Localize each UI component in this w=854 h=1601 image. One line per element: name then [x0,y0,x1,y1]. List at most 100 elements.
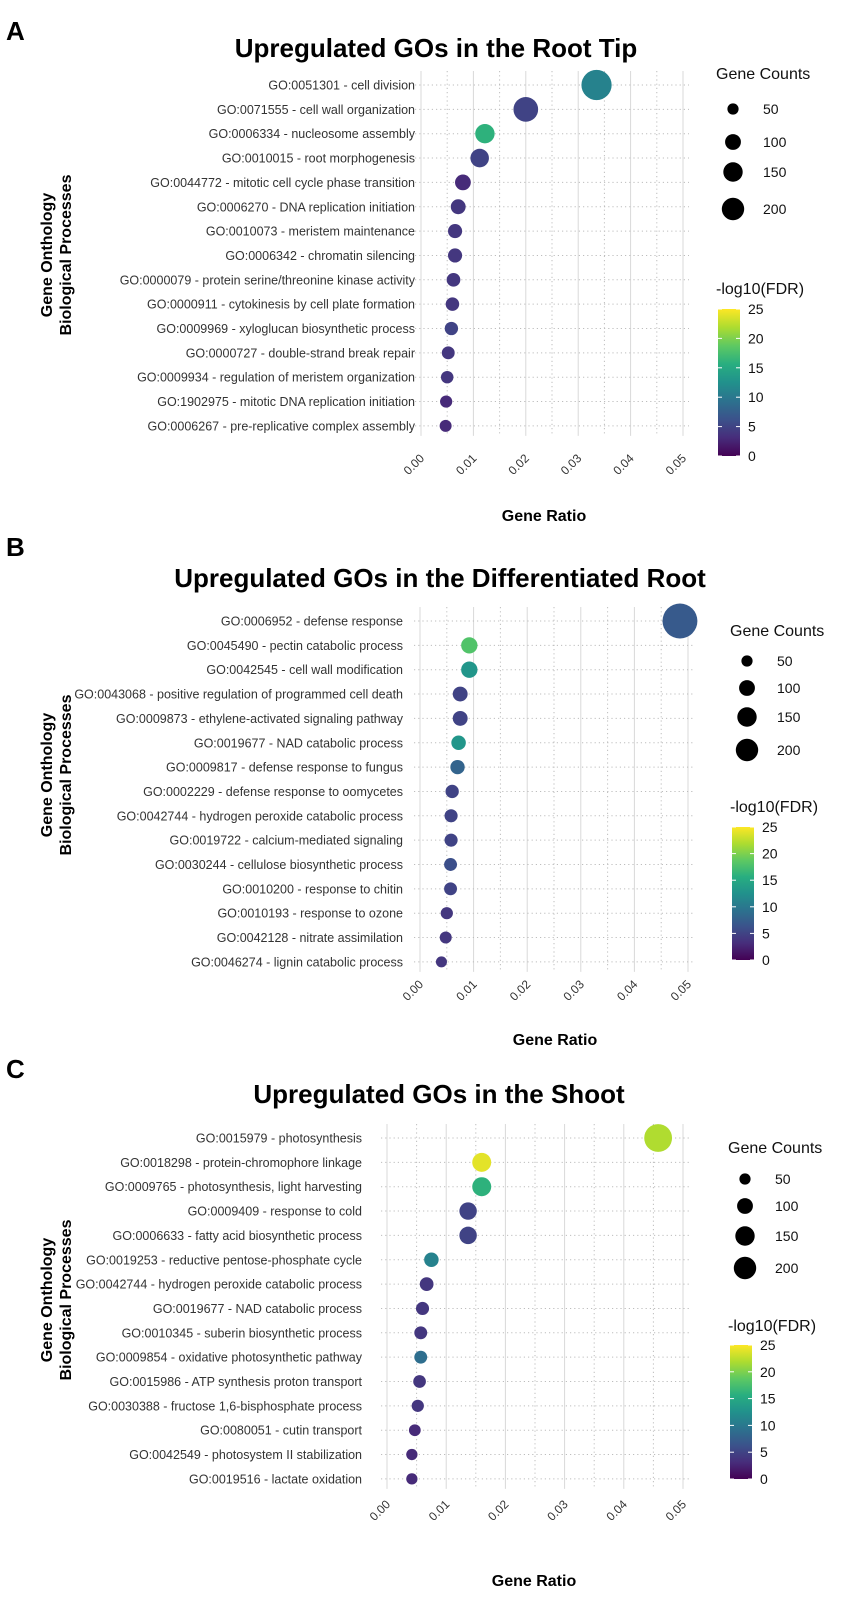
panel-label: B [6,532,25,562]
data-point [450,759,465,775]
y-tick-label: GO:0044772 - mitotic cell cycle phase tr… [150,176,415,190]
y-tick-label: GO:0010193 - response to ozone [217,907,403,921]
size-legend-key [739,680,755,696]
data-point [662,603,698,639]
size-legend-key [725,134,741,150]
y-tick-label: GO:0018298 - protein-chromophore linkage [120,1156,362,1170]
y-tick-label: GO:0042744 - hydrogen peroxide catabolic… [76,1278,362,1292]
y-tick-label: GO:0002229 - defense response to oomycet… [143,785,403,799]
panel-c: C Upregulated GOs in the Shoot GO:0015979 … [6,1054,822,1590]
color-bar-label: 5 [762,925,770,941]
size-legend-key [727,103,739,115]
color-bar-label: 15 [748,360,764,376]
x-tick-label: 0.00 [400,977,427,1004]
x-axis-title: Gene Ratio [502,508,587,525]
size-legend-label: 100 [777,680,801,696]
data-point [440,395,453,408]
data-point [451,735,466,750]
y-tick-label: GO:0010015 - root morphogenesis [222,152,415,166]
data-point [441,346,455,360]
y-tick-label: GO:0015979 - photosynthesis [196,1132,362,1146]
y-axis-title-line2: Biological Processes [58,174,75,335]
x-axis-title: Gene Ratio [492,1573,577,1590]
color-bar-label: 20 [762,846,778,862]
size-legend-label: 150 [763,164,787,180]
y-tick-label: GO:0046274 - lignin catabolic process [191,955,403,969]
y-tick-label: GO:0045490 - pectin catabolic process [187,639,403,653]
x-axis-title: Gene Ratio [513,1032,598,1049]
size-legend-key [735,738,759,762]
y-tick-label: GO:0009854 - oxidative photosynthetic pa… [96,1351,363,1365]
y-tick-label: GO:0019677 - NAD catabolic process [194,736,403,750]
y-axis-title-line2: Biological Processes [58,1219,75,1380]
x-tick-label: 0.05 [663,1497,690,1524]
size-legend: Gene Counts 50 100 150 200 [730,623,824,762]
y-tick-label: GO:0009409 - response to cold [188,1205,362,1219]
data-point [450,199,466,215]
color-bar-label: 25 [762,819,778,835]
y-tick-label: GO:0006633 - fatty acid biosynthetic pro… [113,1229,362,1243]
size-legend-title: Gene Counts [716,66,810,83]
data-point [406,1448,418,1461]
y-tick-label: GO:0000911 - cytokinesis by cell plate f… [147,298,415,312]
chart-title: Upregulated GOs in the Root Tip [235,33,638,63]
data-point [472,1152,492,1172]
color-bar [718,309,740,456]
size-legend-label: 100 [775,1198,799,1214]
x-tick-label: 0.03 [544,1497,571,1524]
size-legend-key [737,1198,753,1214]
color-bar-label: 0 [760,1471,768,1487]
data-point [445,784,459,799]
y-tick-label: GO:0010073 - meristem maintenance [206,225,415,239]
size-legend-label: 50 [775,1171,791,1187]
color-bar-label: 10 [762,899,778,915]
x-tick-label: 0.04 [614,977,641,1004]
color-bar-label: 15 [762,872,778,888]
x-tick-label: 0.02 [507,977,534,1004]
color-legend-title: -log10(FDR) [730,799,818,816]
color-bar-label: 0 [762,952,770,968]
size-legend-key [739,1173,751,1185]
data-point [414,1350,428,1364]
color-bar [730,1345,752,1479]
size-legend-label: 100 [763,134,787,150]
data-point [444,882,458,896]
data-point [413,1375,426,1388]
data-point [444,809,458,823]
y-tick-label: GO:0009817 - defense response to fungus [166,761,403,775]
size-legend: Gene Counts 50 100 150 200 [716,66,810,221]
x-tick-label: 0.01 [426,1497,453,1524]
color-bar-label: 0 [748,448,756,464]
y-tick-label: GO:0006342 - chromatin silencing [225,249,415,263]
y-tick-label: GO:0010200 - response to chitin [222,882,403,896]
data-point [440,907,453,920]
x-tick-label: 0.02 [485,1497,512,1524]
y-tick-label: GO:0042128 - nitrate assimilation [217,931,403,945]
y-tick-label: GO:0080051 - cutin transport [200,1424,362,1438]
data-point [452,710,468,726]
color-bar-label: 10 [748,389,764,405]
y-tick-label: GO:0006270 - DNA replication initiation [197,200,415,214]
size-legend-label: 150 [777,709,801,725]
y-tick-label: GO:0030388 - fructose 1,6-bisphosphate p… [88,1399,362,1413]
x-tick-label: 0.04 [610,451,637,478]
color-bar-label: 5 [748,419,756,435]
size-legend-key [723,162,743,182]
panel-label: C [6,1054,25,1084]
data-point [439,419,452,432]
y-tick-label: GO:0071555 - cell wall organization [217,103,415,117]
y-tick-label: GO:0051301 - cell division [268,79,415,93]
data-point [475,124,495,144]
data-point [444,321,459,336]
y-tick-label: GO:0006267 - pre-replicative complex ass… [148,419,416,433]
color-bar-label: 5 [760,1444,768,1460]
y-axis-title-line1: Gene Onthology [39,193,56,318]
x-tick-label: 0.03 [561,977,588,1004]
data-point [419,1277,434,1291]
y-axis-title-line2: Biological Processes [58,694,75,855]
color-bar-label: 25 [760,1337,776,1353]
data-point [435,956,447,968]
size-legend-title: Gene Counts [728,1140,822,1157]
data-point [406,1473,418,1485]
panel-label: A [6,16,25,46]
